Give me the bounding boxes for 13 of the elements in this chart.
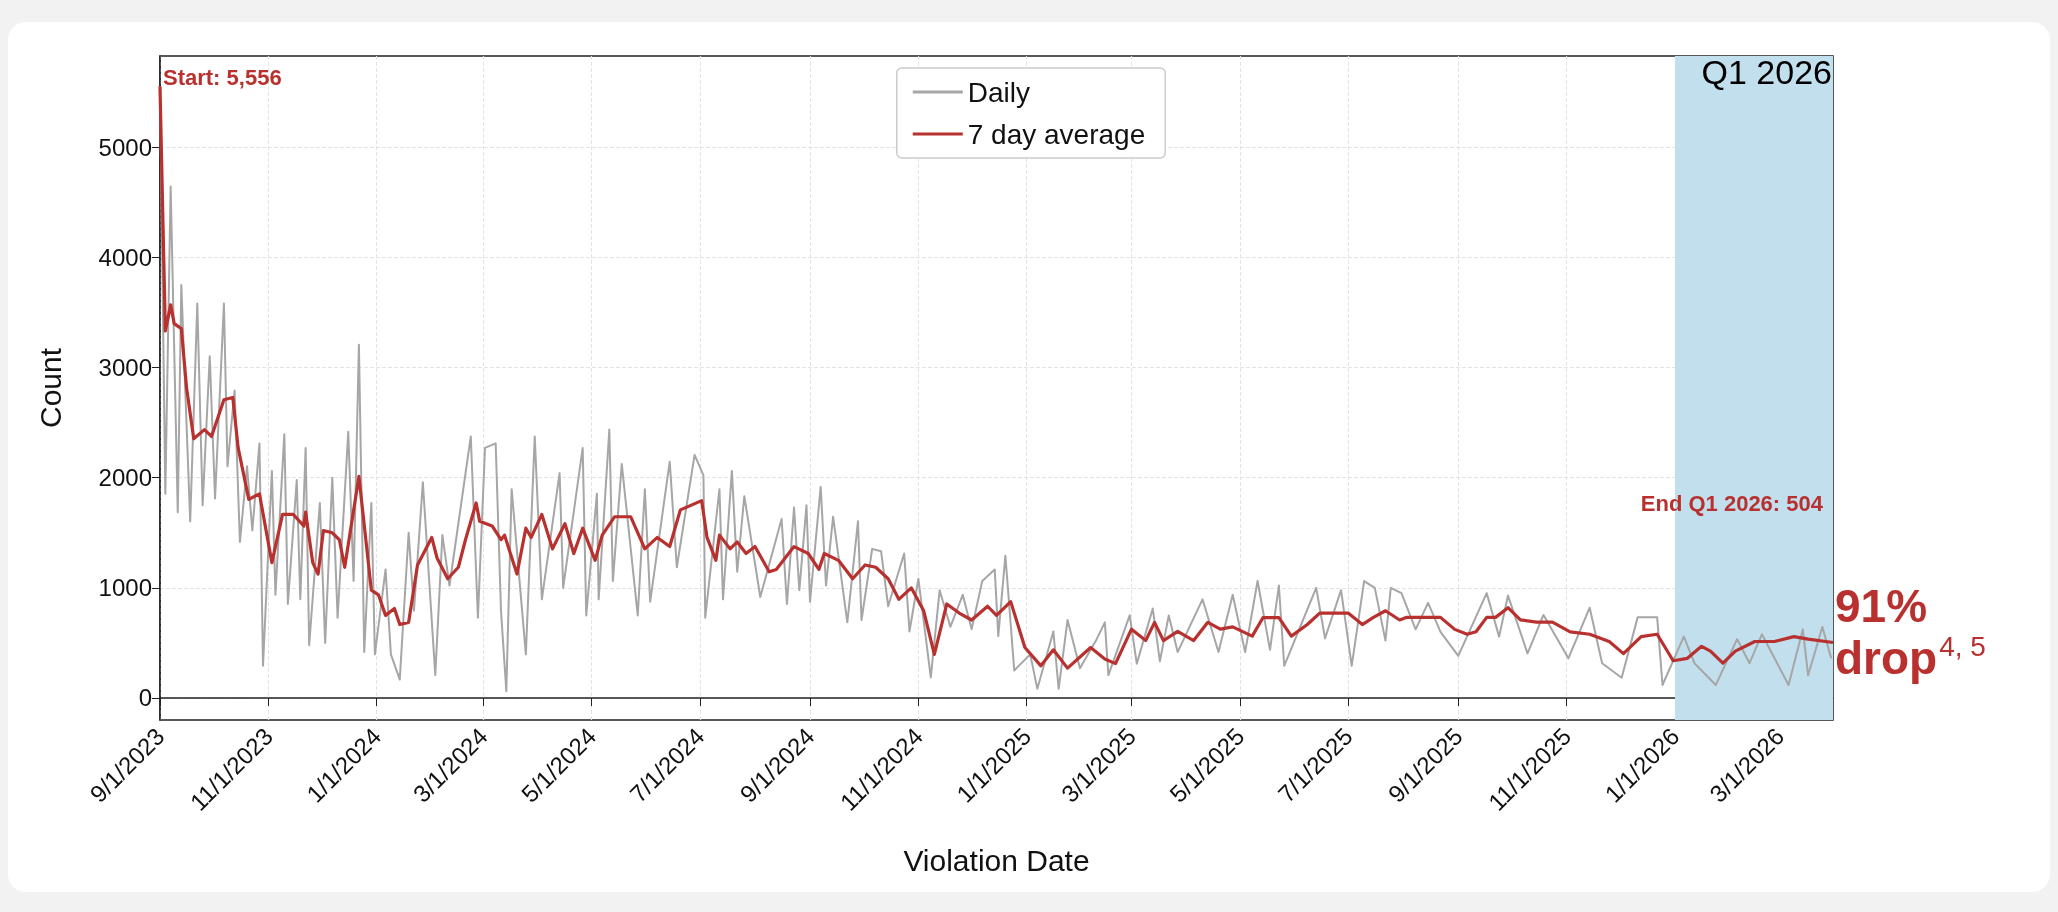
y-axis-title: Count xyxy=(33,347,67,429)
legend-label: 7 day average xyxy=(967,118,1146,150)
y-tick-label: 2000 xyxy=(98,464,152,492)
x-axis-title: Violation Date xyxy=(903,843,1090,877)
y-tick-label: 0 xyxy=(138,684,152,712)
band-label: Q1 2026 xyxy=(1701,53,1832,91)
y-tick-label: 4000 xyxy=(98,244,152,272)
y-tick-label: 1000 xyxy=(98,574,152,602)
legend-label: Daily xyxy=(967,76,1030,108)
annotation: End Q1 2026: 504 xyxy=(1640,490,1824,516)
y-tick-label: 3000 xyxy=(98,354,152,382)
annotation: Start: 5,556 xyxy=(163,64,282,90)
y-tick-label: 5000 xyxy=(98,133,152,161)
